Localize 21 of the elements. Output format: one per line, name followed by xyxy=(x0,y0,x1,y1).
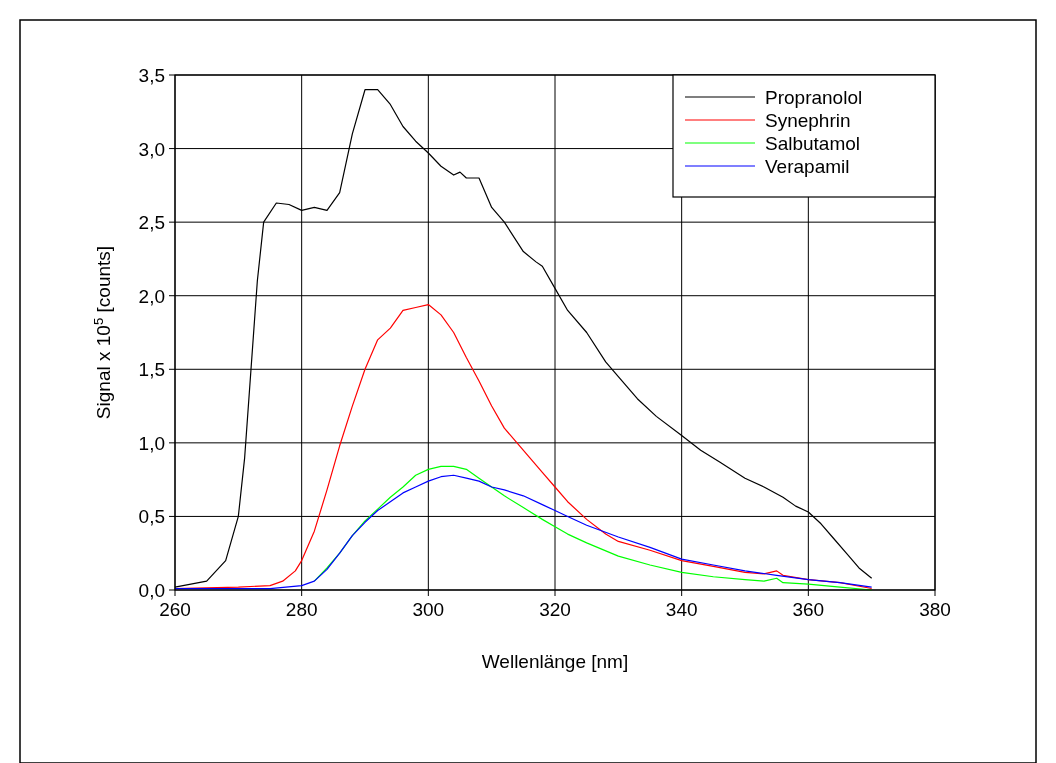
x-tick-label: 300 xyxy=(412,599,445,620)
x-axis-title: Wellenlänge [nm] xyxy=(481,651,629,672)
y-tick-label: 0,5 xyxy=(138,506,165,528)
x-tick-label: 280 xyxy=(285,599,318,620)
x-tick-label: 260 xyxy=(159,599,191,620)
y-tick-label: 2,5 xyxy=(138,212,165,234)
legend-label: Synephrin xyxy=(765,110,851,131)
legend-label: Salbutamol xyxy=(765,133,861,154)
x-tick-label: 380 xyxy=(919,599,951,620)
y-tick-label: 1,5 xyxy=(138,359,165,381)
x-tick-label: 340 xyxy=(665,599,698,620)
y-tick-label: 2,0 xyxy=(138,285,165,307)
x-tick-label: 360 xyxy=(792,599,825,620)
x-tick-label: 320 xyxy=(539,599,571,620)
y-tick-label: 3,0 xyxy=(138,138,165,160)
y-tick-label: 0,0 xyxy=(138,580,165,601)
y-tick-label: 3,5 xyxy=(138,65,165,86)
legend-label: Propranolol xyxy=(765,87,863,108)
line-series xyxy=(174,474,873,590)
legend-label: Verapamil xyxy=(765,156,850,177)
y-tick-label: 1,0 xyxy=(138,432,165,454)
